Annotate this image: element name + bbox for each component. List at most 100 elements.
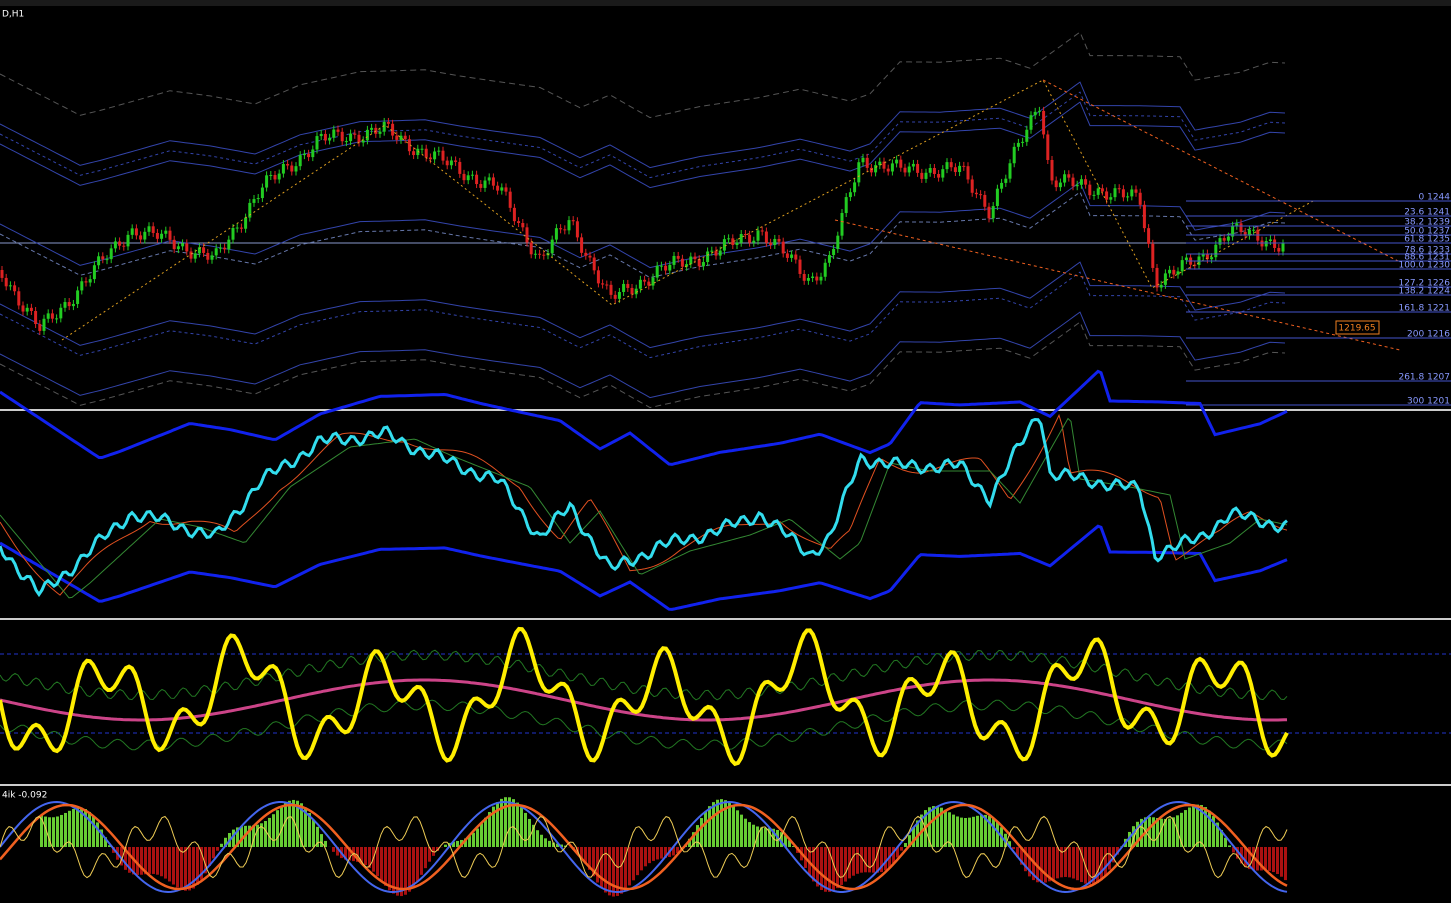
candle xyxy=(1142,204,1146,229)
candle xyxy=(638,279,642,289)
candle xyxy=(806,278,810,281)
oscillator xyxy=(0,626,1289,767)
candle xyxy=(458,161,462,174)
candle xyxy=(525,227,529,243)
candle xyxy=(920,172,924,179)
candle xyxy=(764,231,768,243)
histogram-bar xyxy=(712,802,715,847)
signal xyxy=(0,803,1288,891)
candle xyxy=(109,248,113,260)
histogram-bar xyxy=(876,847,879,873)
candle xyxy=(1067,174,1071,178)
histogram-bar xyxy=(1192,805,1195,847)
histogram-bar xyxy=(1236,847,1239,859)
candle xyxy=(937,174,941,178)
candle xyxy=(769,242,773,245)
candle xyxy=(239,227,243,229)
histogram-bar xyxy=(784,835,787,847)
candle xyxy=(617,291,621,299)
histogram-bar xyxy=(216,847,219,851)
candle xyxy=(1004,178,1008,183)
histogram-bar xyxy=(752,824,755,847)
histogram-bar xyxy=(344,847,347,860)
candle xyxy=(1046,134,1050,160)
histogram-bar xyxy=(1156,818,1159,847)
candle xyxy=(655,265,659,278)
candle xyxy=(470,174,474,176)
candle xyxy=(344,141,348,143)
candle xyxy=(756,230,760,241)
candle xyxy=(340,131,344,142)
candle xyxy=(664,265,668,271)
candle xyxy=(483,180,487,188)
histogram-bar xyxy=(688,838,691,847)
histogram-bar xyxy=(256,824,259,847)
histogram-bar xyxy=(636,847,639,876)
candle xyxy=(273,175,277,180)
histogram-bar xyxy=(912,827,915,847)
candle xyxy=(554,228,558,240)
candle xyxy=(651,277,655,286)
histogram-bar xyxy=(900,847,903,851)
histogram-bar xyxy=(388,847,391,891)
histogram-bar xyxy=(640,847,643,871)
histogram-bar xyxy=(1204,807,1207,847)
histogram-bar xyxy=(968,817,971,847)
candle xyxy=(475,174,479,185)
candle xyxy=(596,270,600,284)
candle xyxy=(197,247,201,254)
histogram-bar xyxy=(1080,847,1083,883)
histogram-bar xyxy=(416,847,419,882)
histogram-bar xyxy=(736,810,739,847)
histogram-bar xyxy=(612,847,615,897)
histogram-bar xyxy=(1224,837,1227,847)
candle xyxy=(155,232,159,239)
candle xyxy=(659,265,663,267)
histogram-bar xyxy=(332,847,335,852)
candle xyxy=(361,140,365,143)
histogram-bar xyxy=(380,847,383,881)
histogram-bar xyxy=(424,847,427,869)
histogram-bar xyxy=(1024,847,1027,872)
candle xyxy=(773,238,777,245)
candle xyxy=(353,133,357,135)
histogram-bar xyxy=(72,808,75,847)
candle xyxy=(542,254,546,256)
histogram-bar xyxy=(1180,812,1183,847)
candle xyxy=(374,127,378,134)
candle xyxy=(991,206,995,219)
histogram-bar xyxy=(1128,831,1131,847)
candle xyxy=(630,287,634,295)
candle xyxy=(1138,192,1142,205)
candle xyxy=(84,281,88,283)
histogram-bar xyxy=(1064,847,1067,877)
histogram-bar xyxy=(1076,847,1079,881)
candle xyxy=(134,228,138,236)
histogram-bar xyxy=(548,840,551,847)
histogram-bar xyxy=(92,816,95,847)
candle xyxy=(277,173,281,180)
candle xyxy=(1092,194,1096,196)
histogram-bar xyxy=(1068,847,1071,878)
histogram-bar xyxy=(1172,817,1175,847)
histogram-bar xyxy=(1200,805,1203,847)
histogram-bar xyxy=(280,806,283,847)
candle xyxy=(4,277,8,287)
candle xyxy=(1201,253,1205,257)
candle xyxy=(143,231,147,240)
candle xyxy=(462,173,466,181)
candle xyxy=(861,157,865,163)
histogram-bar xyxy=(108,845,111,847)
histogram-bar xyxy=(976,815,979,847)
candle xyxy=(928,167,932,173)
candle xyxy=(441,150,445,161)
candle xyxy=(323,133,327,141)
candle xyxy=(1029,115,1033,130)
histogram-bar xyxy=(184,847,187,891)
histogram-bar xyxy=(704,811,707,847)
candle xyxy=(210,255,214,260)
candle xyxy=(260,187,264,199)
price-trace xyxy=(0,417,1288,598)
band xyxy=(0,101,1286,189)
candle xyxy=(265,175,269,188)
